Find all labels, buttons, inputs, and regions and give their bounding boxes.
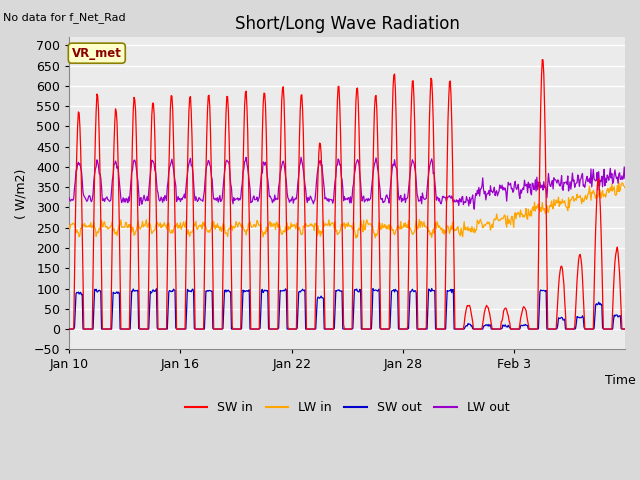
Legend: SW in, LW in, SW out, LW out: SW in, LW in, SW out, LW out	[180, 396, 514, 419]
X-axis label: Time: Time	[605, 374, 636, 387]
Text: VR_met: VR_met	[72, 47, 122, 60]
Title: Short/Long Wave Radiation: Short/Long Wave Radiation	[235, 15, 460, 33]
Y-axis label: ( W/m2): ( W/m2)	[15, 168, 28, 218]
Text: No data for f_Net_Rad: No data for f_Net_Rad	[3, 12, 126, 23]
